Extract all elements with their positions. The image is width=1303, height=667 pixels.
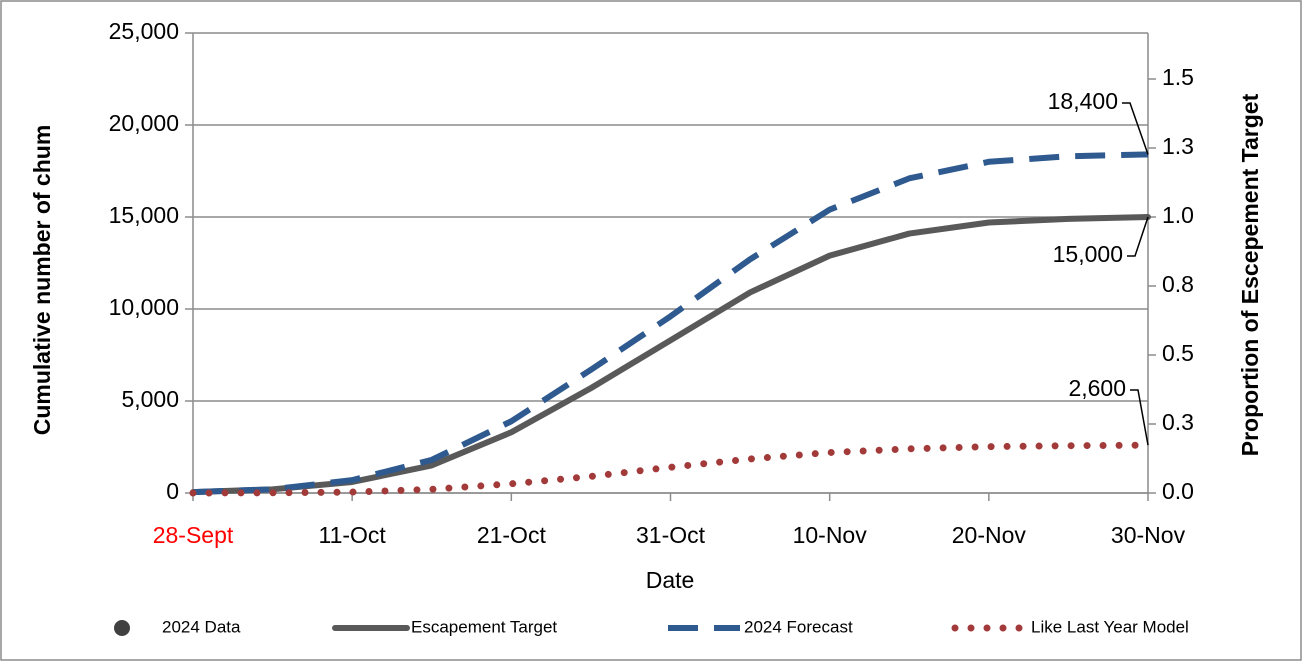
y2-tick-label: 1.3 [1162, 133, 1194, 159]
legend-label: Like Last Year Model [1031, 617, 1189, 636]
y-tick-label: 0 [166, 478, 179, 504]
y2-axis-title: Proportion of Escepement Target [1237, 93, 1263, 456]
leader-line [1122, 102, 1149, 155]
annotation: 2,600 [1068, 375, 1126, 401]
y-tick-label: 25,000 [109, 18, 179, 44]
x-tick-label: 11-Oct [319, 522, 387, 548]
y2-tick-label: 1.5 [1162, 64, 1194, 90]
y2-tick-label: 1.0 [1162, 202, 1194, 228]
y-tick-label: 5,000 [121, 386, 179, 412]
legend-marker [114, 620, 130, 636]
annotation: 15,000 [1053, 241, 1123, 267]
series-line [189, 441, 1152, 497]
y2-tick-label: 0.8 [1162, 271, 1194, 297]
y2-tick-label: 0.5 [1162, 340, 1194, 366]
x-tick-label: 20-Nov [952, 522, 1027, 548]
x-axis-title: Date [646, 567, 695, 593]
leader-line [1130, 389, 1149, 446]
y-tick-label: 20,000 [109, 110, 179, 136]
y2-tick-label: 0.0 [1162, 478, 1194, 504]
y2-tick-label: 0.3 [1162, 409, 1194, 435]
y-axis-title: Cumulative number of chum [29, 125, 55, 436]
legend-label: 2024 Forecast [744, 617, 853, 636]
x-tick-label: 21-Oct [477, 522, 547, 548]
series-line [192, 151, 1149, 496]
x-tick-label: 28-Sept [153, 522, 234, 548]
y-tick-label: 15,000 [109, 202, 179, 228]
leader-line [1127, 216, 1149, 257]
x-tick-label: 31-Oct [636, 522, 706, 548]
annotation: 18,400 [1048, 88, 1118, 114]
legend-label: 2024 Data [162, 617, 241, 636]
y-tick-label: 10,000 [109, 294, 179, 320]
x-tick-label: 30-Nov [1111, 522, 1186, 548]
x-tick-label: 10-Nov [793, 522, 868, 548]
legend-label: Escapement Target [411, 617, 557, 636]
